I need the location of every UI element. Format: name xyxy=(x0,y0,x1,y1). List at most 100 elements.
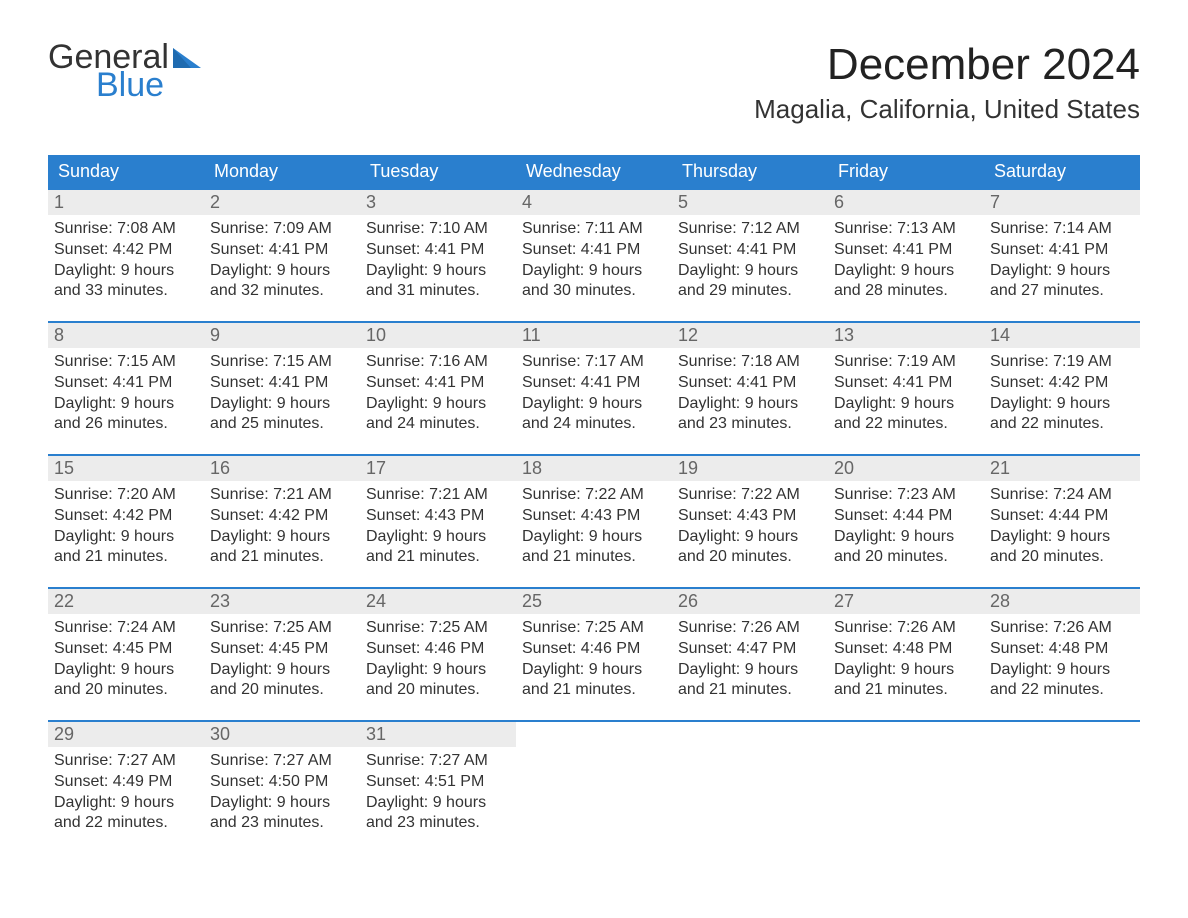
day-number xyxy=(984,722,1140,747)
sunrise-text: Sunrise: 7:24 AM xyxy=(990,485,1130,506)
daylight-text-1: Daylight: 9 hours xyxy=(366,261,506,282)
week-block: 15161718192021Sunrise: 7:20 AMSunset: 4:… xyxy=(48,454,1140,577)
day-cell: Sunrise: 7:24 AMSunset: 4:44 PMDaylight:… xyxy=(984,481,1140,577)
day-cell: Sunrise: 7:26 AMSunset: 4:47 PMDaylight:… xyxy=(672,614,828,710)
weekday-thursday: Thursday xyxy=(672,155,828,188)
day-content-row: Sunrise: 7:27 AMSunset: 4:49 PMDaylight:… xyxy=(48,747,1140,843)
day-cell: Sunrise: 7:14 AMSunset: 4:41 PMDaylight:… xyxy=(984,215,1140,311)
day-number: 26 xyxy=(672,589,828,614)
calendar: Sunday Monday Tuesday Wednesday Thursday… xyxy=(48,155,1140,843)
day-number: 3 xyxy=(360,190,516,215)
sunset-text: Sunset: 4:43 PM xyxy=(522,506,662,527)
daylight-text-1: Daylight: 9 hours xyxy=(54,527,194,548)
daylight-text-2: and 23 minutes. xyxy=(210,813,350,834)
daylight-text-1: Daylight: 9 hours xyxy=(678,394,818,415)
day-number: 2 xyxy=(204,190,360,215)
sunset-text: Sunset: 4:41 PM xyxy=(210,240,350,261)
day-number: 28 xyxy=(984,589,1140,614)
day-cell: Sunrise: 7:21 AMSunset: 4:43 PMDaylight:… xyxy=(360,481,516,577)
day-cell: Sunrise: 7:24 AMSunset: 4:45 PMDaylight:… xyxy=(48,614,204,710)
sunrise-text: Sunrise: 7:19 AM xyxy=(834,352,974,373)
sunrise-text: Sunrise: 7:21 AM xyxy=(366,485,506,506)
daylight-text-1: Daylight: 9 hours xyxy=(366,394,506,415)
daylight-text-2: and 20 minutes. xyxy=(678,547,818,568)
daylight-text-1: Daylight: 9 hours xyxy=(990,394,1130,415)
day-number: 22 xyxy=(48,589,204,614)
daylight-text-2: and 20 minutes. xyxy=(210,680,350,701)
sunset-text: Sunset: 4:48 PM xyxy=(834,639,974,660)
weekday-monday: Monday xyxy=(204,155,360,188)
sunset-text: Sunset: 4:41 PM xyxy=(834,373,974,394)
sunrise-text: Sunrise: 7:15 AM xyxy=(210,352,350,373)
sunrise-text: Sunrise: 7:21 AM xyxy=(210,485,350,506)
sunrise-text: Sunrise: 7:12 AM xyxy=(678,219,818,240)
day-cell: Sunrise: 7:11 AMSunset: 4:41 PMDaylight:… xyxy=(516,215,672,311)
day-number: 6 xyxy=(828,190,984,215)
daylight-text-1: Daylight: 9 hours xyxy=(990,261,1130,282)
sunset-text: Sunset: 4:46 PM xyxy=(366,639,506,660)
sunset-text: Sunset: 4:50 PM xyxy=(210,772,350,793)
daylight-text-1: Daylight: 9 hours xyxy=(210,793,350,814)
sunrise-text: Sunrise: 7:15 AM xyxy=(54,352,194,373)
header: General Blue December 2024 Magalia, Cali… xyxy=(48,40,1140,125)
sunrise-text: Sunrise: 7:24 AM xyxy=(54,618,194,639)
daylight-text-2: and 31 minutes. xyxy=(366,281,506,302)
sunrise-text: Sunrise: 7:26 AM xyxy=(678,618,818,639)
day-cell xyxy=(516,747,672,843)
daylight-text-2: and 21 minutes. xyxy=(210,547,350,568)
day-cell: Sunrise: 7:17 AMSunset: 4:41 PMDaylight:… xyxy=(516,348,672,444)
day-number-row: 891011121314 xyxy=(48,323,1140,348)
week-block: 1234567Sunrise: 7:08 AMSunset: 4:42 PMDa… xyxy=(48,188,1140,311)
daylight-text-1: Daylight: 9 hours xyxy=(678,261,818,282)
sunrise-text: Sunrise: 7:23 AM xyxy=(834,485,974,506)
daylight-text-2: and 21 minutes. xyxy=(678,680,818,701)
sunrise-text: Sunrise: 7:20 AM xyxy=(54,485,194,506)
day-number xyxy=(828,722,984,747)
sunset-text: Sunset: 4:46 PM xyxy=(522,639,662,660)
daylight-text-1: Daylight: 9 hours xyxy=(834,527,974,548)
day-cell: Sunrise: 7:15 AMSunset: 4:41 PMDaylight:… xyxy=(48,348,204,444)
week-block: 22232425262728Sunrise: 7:24 AMSunset: 4:… xyxy=(48,587,1140,710)
daylight-text-2: and 33 minutes. xyxy=(54,281,194,302)
sunset-text: Sunset: 4:41 PM xyxy=(366,373,506,394)
day-cell: Sunrise: 7:19 AMSunset: 4:42 PMDaylight:… xyxy=(984,348,1140,444)
daylight-text-2: and 23 minutes. xyxy=(366,813,506,834)
day-cell: Sunrise: 7:23 AMSunset: 4:44 PMDaylight:… xyxy=(828,481,984,577)
sunset-text: Sunset: 4:42 PM xyxy=(990,373,1130,394)
week-block: 293031Sunrise: 7:27 AMSunset: 4:49 PMDay… xyxy=(48,720,1140,843)
weekday-saturday: Saturday xyxy=(984,155,1140,188)
day-number: 20 xyxy=(828,456,984,481)
day-cell xyxy=(672,747,828,843)
daylight-text-2: and 28 minutes. xyxy=(834,281,974,302)
daylight-text-2: and 21 minutes. xyxy=(522,547,662,568)
weekday-header-row: Sunday Monday Tuesday Wednesday Thursday… xyxy=(48,155,1140,188)
daylight-text-1: Daylight: 9 hours xyxy=(990,527,1130,548)
sunrise-text: Sunrise: 7:27 AM xyxy=(210,751,350,772)
sunrise-text: Sunrise: 7:27 AM xyxy=(366,751,506,772)
sunset-text: Sunset: 4:48 PM xyxy=(990,639,1130,660)
sunrise-text: Sunrise: 7:22 AM xyxy=(678,485,818,506)
day-number: 9 xyxy=(204,323,360,348)
daylight-text-1: Daylight: 9 hours xyxy=(366,660,506,681)
day-number: 13 xyxy=(828,323,984,348)
sunrise-text: Sunrise: 7:25 AM xyxy=(210,618,350,639)
day-number-row: 293031 xyxy=(48,722,1140,747)
daylight-text-2: and 30 minutes. xyxy=(522,281,662,302)
day-cell: Sunrise: 7:20 AMSunset: 4:42 PMDaylight:… xyxy=(48,481,204,577)
sunset-text: Sunset: 4:41 PM xyxy=(678,373,818,394)
weekday-tuesday: Tuesday xyxy=(360,155,516,188)
sunrise-text: Sunrise: 7:11 AM xyxy=(522,219,662,240)
daylight-text-2: and 24 minutes. xyxy=(522,414,662,435)
day-number-row: 1234567 xyxy=(48,190,1140,215)
sunset-text: Sunset: 4:41 PM xyxy=(366,240,506,261)
day-cell: Sunrise: 7:22 AMSunset: 4:43 PMDaylight:… xyxy=(516,481,672,577)
day-number: 24 xyxy=(360,589,516,614)
daylight-text-2: and 22 minutes. xyxy=(990,680,1130,701)
weekday-friday: Friday xyxy=(828,155,984,188)
logo: General Blue xyxy=(48,40,201,102)
sunrise-text: Sunrise: 7:26 AM xyxy=(990,618,1130,639)
daylight-text-1: Daylight: 9 hours xyxy=(834,394,974,415)
sunset-text: Sunset: 4:41 PM xyxy=(990,240,1130,261)
sunset-text: Sunset: 4:45 PM xyxy=(54,639,194,660)
day-number: 7 xyxy=(984,190,1140,215)
